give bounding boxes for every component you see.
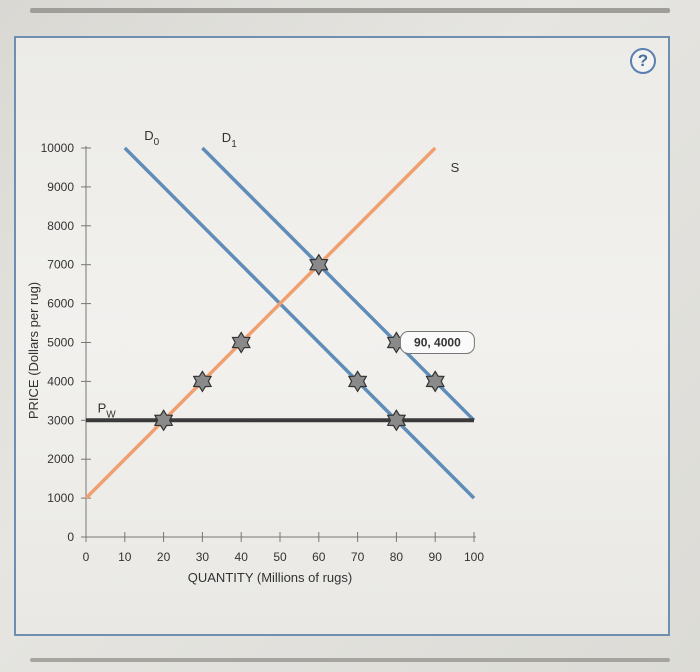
x-tick-label: 30 (196, 550, 210, 564)
series-label-sub: W (106, 409, 116, 420)
series-label-s: S (451, 160, 460, 175)
star-marker[interactable] (231, 331, 251, 354)
series-line-s[interactable] (84, 146, 437, 500)
series-label-sub: 1 (231, 139, 237, 150)
y-tick-label: 6000 (47, 297, 74, 311)
coordinate-tooltip (399, 331, 475, 354)
x-tick-label: 60 (312, 550, 326, 564)
series-label-main: S (451, 160, 460, 175)
series-label-d0: D0 (144, 128, 159, 148)
x-tick-label: 80 (390, 550, 404, 564)
y-tick-label: 0 (67, 530, 74, 544)
series-label-main: D (222, 130, 231, 145)
coordinate-tooltip-text: 90, 4000 (414, 336, 461, 350)
series-label-pw: PW (98, 400, 117, 420)
help-icon[interactable]: ? (630, 48, 656, 74)
x-tick-label: 50 (273, 550, 287, 564)
star-marker[interactable] (425, 370, 445, 393)
x-tick-label: 0 (83, 550, 90, 564)
star-marker[interactable] (386, 409, 407, 432)
series-label-main: P (98, 400, 107, 415)
bottom-divider (30, 658, 670, 662)
series-line-d0[interactable] (123, 146, 476, 500)
series-line-d1[interactable] (201, 146, 476, 422)
y-tick-label: 1000 (47, 491, 74, 505)
top-divider (30, 8, 670, 13)
series-label-sub: 0 (154, 137, 160, 148)
x-axis-title: QUANTITY (Millions of rugs) (188, 570, 352, 585)
y-axis-title: PRICE (Dollars per rug) (26, 282, 41, 419)
x-tick-label: 10 (118, 550, 132, 564)
y-tick-label: 10000 (41, 141, 75, 155)
graph-panel (14, 36, 670, 636)
x-tick-label: 100 (464, 550, 484, 564)
star-marker[interactable] (347, 370, 368, 393)
star-marker[interactable] (309, 253, 329, 276)
y-tick-label: 8000 (47, 219, 74, 233)
y-tick-label: 5000 (47, 336, 74, 350)
y-tick-label: 2000 (47, 452, 74, 466)
star-marker[interactable] (153, 409, 174, 432)
y-tick-label: 9000 (47, 180, 74, 194)
y-tick-label: 4000 (47, 374, 74, 388)
y-tick-label: 3000 (47, 413, 74, 427)
y-tick-label: 7000 (47, 258, 74, 272)
series-label-main: D (144, 128, 153, 143)
x-tick-label: 20 (157, 550, 171, 564)
x-tick-label: 70 (351, 550, 365, 564)
x-tick-label: 90 (429, 550, 443, 564)
star-marker[interactable] (192, 370, 213, 393)
x-tick-label: 40 (235, 550, 249, 564)
series-label-d1: D1 (222, 130, 237, 150)
